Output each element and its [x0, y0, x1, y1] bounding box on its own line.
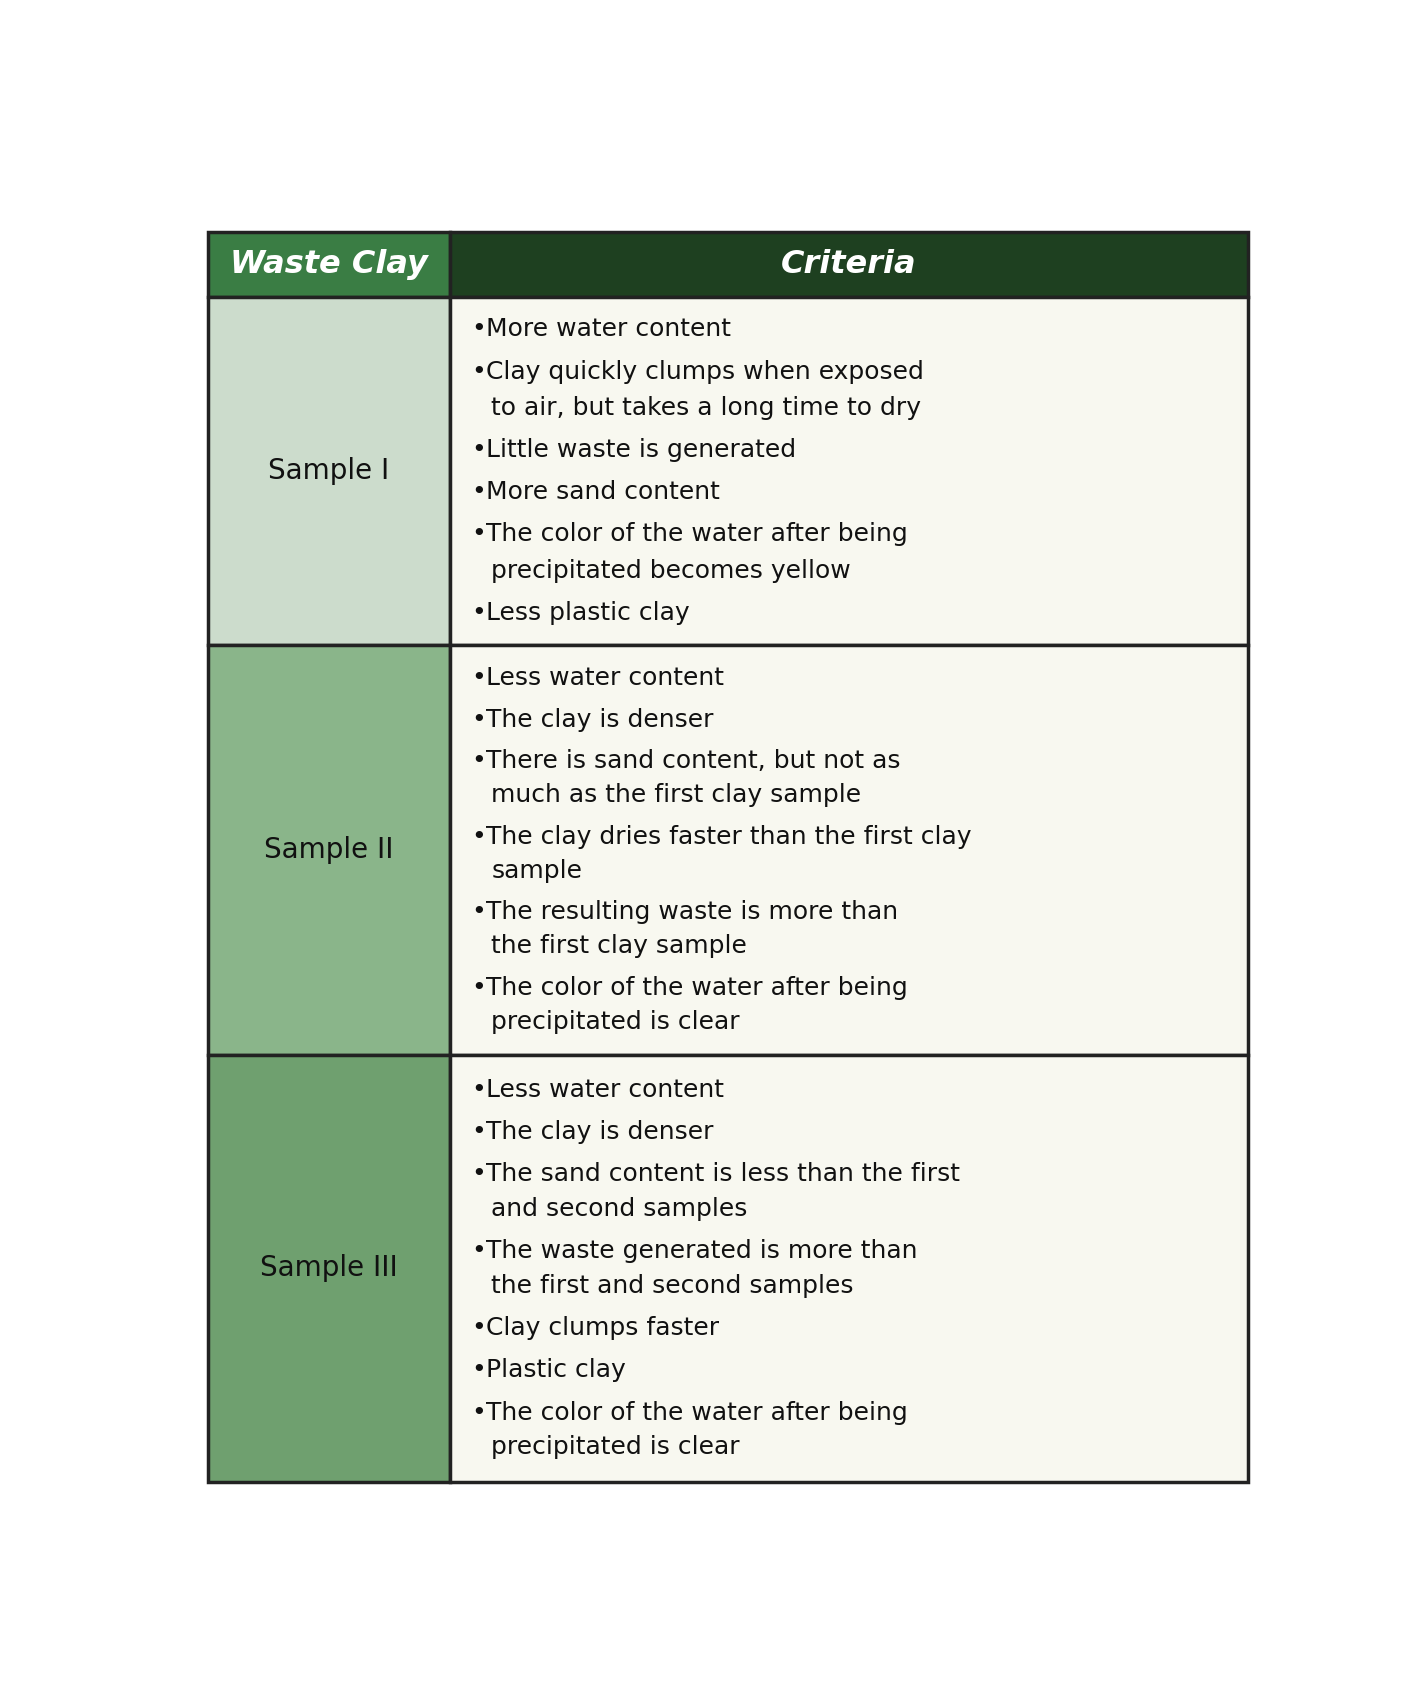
Text: •: • [472, 1162, 486, 1186]
Text: •: • [472, 438, 486, 462]
Text: •: • [472, 523, 486, 546]
Bar [449, 645, 1248, 1056]
Text: •: • [472, 1315, 486, 1341]
Text: •: • [472, 480, 486, 504]
Text: •: • [472, 1358, 486, 1383]
Text: •: • [472, 748, 486, 774]
Text: •: • [472, 899, 486, 925]
Text: to air, but takes a long time to dry: to air, but takes a long time to dry [492, 395, 921, 419]
Text: precipitated becomes yellow: precipitated becomes yellow [492, 558, 851, 582]
Text: The clay is denser: The clay is denser [486, 1120, 713, 1144]
Text: •: • [472, 1120, 486, 1144]
Text: Criteria: Criteria [782, 249, 917, 280]
Text: More water content: More water content [486, 317, 730, 341]
Text: Sample III: Sample III [260, 1254, 398, 1283]
Text: The color of the water after being: The color of the water after being [486, 1400, 908, 1424]
Text: •: • [472, 1400, 486, 1424]
Text: Less plastic clay: Less plastic clay [486, 601, 689, 624]
Text: The resulting waste is more than: The resulting waste is more than [486, 899, 898, 925]
Text: and second samples: and second samples [492, 1196, 747, 1220]
Text: •: • [472, 601, 486, 624]
Text: Sample I: Sample I [269, 456, 389, 485]
Text: •: • [472, 1239, 486, 1263]
Text: The clay dries faster than the first clay: The clay dries faster than the first cla… [486, 825, 972, 848]
Bar [209, 297, 449, 645]
Bar [449, 1056, 1248, 1481]
Text: the first and second samples: the first and second samples [492, 1274, 854, 1298]
Text: sample: sample [492, 859, 583, 882]
Text: Plastic clay: Plastic clay [486, 1358, 625, 1383]
Text: The sand content is less than the first: The sand content is less than the first [486, 1162, 961, 1186]
Text: Clay clumps faster: Clay clumps faster [486, 1315, 719, 1341]
Text: •: • [472, 708, 486, 731]
Text: The clay is denser: The clay is denser [486, 708, 713, 731]
Text: •: • [472, 825, 486, 848]
Text: Less water content: Less water content [486, 667, 723, 691]
Text: The color of the water after being: The color of the water after being [486, 523, 908, 546]
Text: The waste generated is more than: The waste generated is more than [486, 1239, 918, 1263]
Text: •: • [472, 976, 486, 1000]
Text: •: • [472, 317, 486, 341]
Text: •: • [472, 1078, 486, 1101]
Bar [209, 645, 449, 1056]
Text: much as the first clay sample: much as the first clay sample [492, 784, 861, 808]
Text: •: • [472, 360, 486, 384]
Text: precipitated is clear: precipitated is clear [492, 1010, 740, 1033]
Text: precipitated is clear: precipitated is clear [492, 1436, 740, 1459]
Text: Clay quickly clumps when exposed: Clay quickly clumps when exposed [486, 360, 924, 384]
Text: Waste Clay: Waste Clay [230, 249, 428, 280]
Bar [449, 297, 1248, 645]
Text: the first clay sample: the first clay sample [492, 935, 747, 959]
Bar [449, 232, 1248, 297]
Text: The color of the water after being: The color of the water after being [486, 976, 908, 1000]
Text: Sample II: Sample II [264, 837, 394, 864]
Text: Little waste is generated: Little waste is generated [486, 438, 796, 462]
Bar [209, 232, 449, 297]
Text: There is sand content, but not as: There is sand content, but not as [486, 748, 901, 774]
Text: More sand content: More sand content [486, 480, 720, 504]
Bar [209, 1056, 449, 1481]
Text: •: • [472, 667, 486, 691]
Text: Less water content: Less water content [486, 1078, 723, 1101]
